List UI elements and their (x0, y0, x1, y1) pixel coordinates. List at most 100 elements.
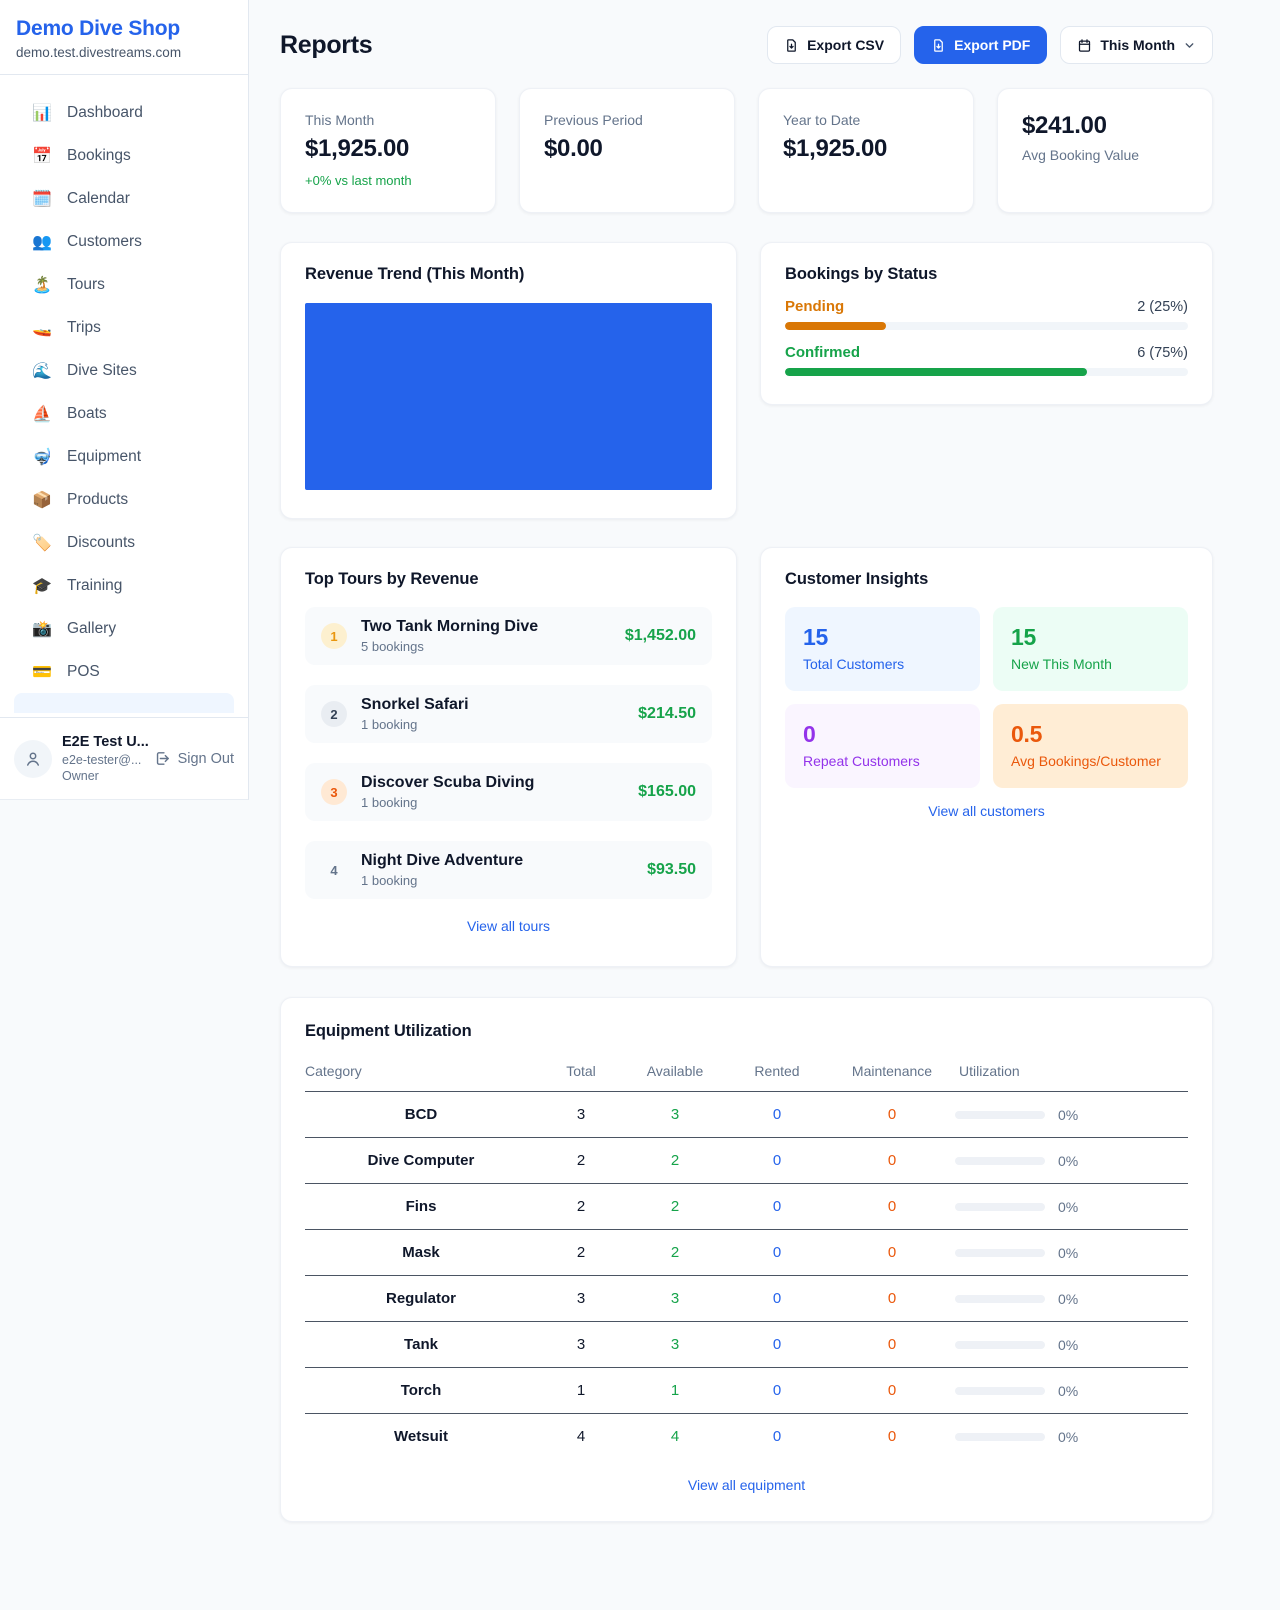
file-download-icon (787, 38, 796, 52)
stat-value: $241.00 (1022, 112, 1107, 139)
speedboat-icon: 🚤 (32, 319, 52, 337)
diving-mask-icon: 🤿 (32, 448, 52, 466)
tour-amount: $1,452.00 (624, 627, 696, 644)
stat-label: Avg Booking Value (1022, 147, 1140, 163)
customer-insights-card: Customer Insights 15 Total Customers 15 … (760, 547, 1213, 967)
sidebar-item-label: Discounts (67, 533, 136, 551)
equipment-row: Tank 3 3 0 0 0% (305, 1321, 1188, 1368)
equipment-maintenance: 0 (829, 1137, 955, 1184)
status-group-pending: Pending 2 (25%) (785, 298, 1188, 330)
sidebar-item-dive-sites[interactable]: 🌊 Dive Sites (10, 349, 238, 392)
sidebar-item-reports-active-partial[interactable] (14, 693, 234, 713)
equipment-row: Fins 2 2 0 0 0% (305, 1183, 1188, 1230)
tour-list: 1 Two Tank Morning Dive 5 bookings $1,45… (305, 607, 712, 899)
sidebar-item-boats[interactable]: ⛵ Boats (10, 392, 238, 435)
utilization-percent: 0% (1058, 1428, 1079, 1445)
equipment-row: BCD 3 3 0 0 0% (305, 1091, 1188, 1138)
tour-name: Snorkel Safari (361, 696, 469, 713)
equipment-table-header: Category Total Available Rented Maintena… (305, 1057, 1188, 1092)
sidebar-item-dashboard[interactable]: 📊 Dashboard (10, 91, 238, 134)
sidebar-item-gallery[interactable]: 📸 Gallery (10, 607, 238, 650)
sidebar-item-trips[interactable]: 🚤 Trips (10, 306, 238, 349)
chevron-down-icon (1185, 42, 1194, 48)
sign-out-icon (156, 752, 169, 765)
sidebar-item-tours[interactable]: 🏝️ Tours (10, 263, 238, 306)
equipment-maintenance: 0 (829, 1275, 955, 1322)
col-utilization: Utilization (955, 1057, 1188, 1092)
tour-amount: $214.50 (638, 705, 696, 722)
user-role: Owner (62, 768, 99, 783)
equipment-row: Regulator 3 3 0 0 0% (305, 1275, 1188, 1322)
bookings-by-status-title: Bookings by Status (785, 265, 938, 283)
equipment-category: Dive Computer (305, 1137, 537, 1184)
sidebar-item-equipment[interactable]: 🤿 Equipment (10, 435, 238, 478)
sidebar-item-label: Products (67, 490, 129, 508)
sidebar-item-label: Dashboard (67, 103, 143, 121)
period-label: This Month (1100, 37, 1175, 53)
user-name: E2E Test U... (62, 733, 149, 750)
equipment-category: Tank (305, 1321, 537, 1368)
sidebar-item-label: Dive Sites (67, 361, 137, 379)
user-footer: E2E Test U... e2e-tester@... Owner Sign … (0, 717, 248, 799)
utilization-bar-track (955, 1110, 1045, 1119)
tour-row: 4 Night Dive Adventure 1 booking $93.50 (305, 841, 712, 899)
equipment-maintenance: 0 (887, 1428, 897, 1445)
sidebar-item-calendar[interactable]: 🗓️ Calendar (10, 177, 238, 220)
equipment-total: 3 (537, 1321, 625, 1368)
stat-card-avg-booking-value: $241.00 Avg Booking Value (997, 88, 1213, 213)
equipment-utilization-cell: 0% (955, 1183, 1188, 1230)
sidebar-item-products[interactable]: 📦 Products (10, 478, 238, 521)
sign-out-button[interactable]: Sign Out (154, 750, 234, 767)
stat-card-year-to-date: Year to Date $1,925.00 (758, 88, 974, 213)
sidebar-item-pos[interactable]: 💳 POS (10, 650, 238, 693)
stat-label: Previous Period (544, 112, 643, 128)
stat-card-previous-period: Previous Period $0.00 (519, 88, 735, 213)
equipment-utilization-title: Equipment Utilization (305, 1022, 472, 1040)
insight-value: 15 (803, 624, 828, 650)
rank-badge: 2 (321, 701, 347, 727)
sidebar-item-bookings[interactable]: 📅 Bookings (10, 134, 238, 177)
equipment-rented: 0 (725, 1091, 829, 1138)
people-icon: 👥 (32, 233, 52, 251)
utilization-bar-track (955, 1248, 1045, 1257)
user-meta: E2E Test U... e2e-tester@... Owner (62, 733, 149, 784)
brand-block: Demo Dive Shop demo.test.divestreams.com (0, 0, 248, 75)
sidebar-item-customers[interactable]: 👥 Customers (10, 220, 238, 263)
export-csv-label: Export CSV (807, 37, 885, 53)
insight-grid: 15 Total Customers 15 New This Month 0 R… (785, 607, 1188, 788)
utilization-percent: 0% (1058, 1290, 1079, 1307)
equipment-total: 3 (537, 1275, 625, 1322)
equipment-total: 1 (537, 1367, 625, 1414)
col-maintenance: Maintenance (829, 1057, 955, 1092)
equipment-available: 2 (625, 1137, 725, 1184)
equipment-rented: 0 (725, 1275, 829, 1322)
equipment-row: Wetsuit 4 4 0 0 0% (305, 1414, 1188, 1460)
page-header: Reports Export CSV Export PDF (280, 26, 1213, 64)
status-bar-track (785, 322, 1188, 330)
insight-tile-new-this-month: 15 New This Month (993, 607, 1188, 691)
equipment-table: Category Total Available Rented Maintena… (305, 1057, 1188, 1459)
main-content: Reports Export CSV Export PDF (280, 0, 1213, 1610)
status-label: Confirmed (785, 344, 860, 361)
period-select[interactable]: This Month (1060, 26, 1213, 64)
view-all-tours-link[interactable]: View all tours (466, 918, 550, 934)
sidebar-item-training[interactable]: 🎓 Training (10, 564, 238, 607)
utilization-percent: 0% (1058, 1152, 1079, 1169)
top-tours-card: Top Tours by Revenue 1 Two Tank Morning … (280, 547, 737, 967)
bar-chart-icon: 📊 (32, 104, 52, 122)
insight-label: New This Month (1011, 656, 1112, 672)
equipment-utilization-cell: 0% (955, 1229, 1188, 1276)
export-pdf-button[interactable]: Export PDF (914, 26, 1048, 64)
equipment-rented: 0 (725, 1183, 829, 1230)
sidebar-item-discounts[interactable]: 🏷️ Discounts (10, 521, 238, 564)
mid-row: Top Tours by Revenue 1 Two Tank Morning … (280, 547, 1213, 967)
stat-delta: +0% vs last month (305, 173, 412, 188)
export-csv-button[interactable]: Export CSV (767, 26, 902, 64)
stat-value: $0.00 (544, 135, 603, 162)
sidebar-item-label: Tours (67, 275, 105, 293)
view-all-customers-link[interactable]: View all customers (928, 803, 1045, 819)
view-all-equipment-link[interactable]: View all equipment (687, 1477, 806, 1493)
page-title: Reports (280, 30, 373, 59)
insight-label: Total Customers (803, 656, 905, 672)
